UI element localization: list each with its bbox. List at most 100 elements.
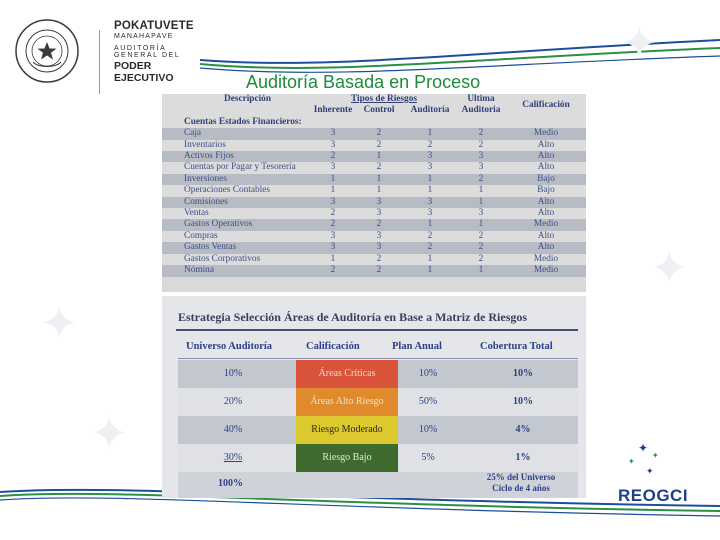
row-description: Activos Fijos: [162, 151, 312, 163]
row-rating: Medio: [506, 219, 586, 231]
row-last-audit: 1: [456, 185, 506, 197]
row-control: 1: [354, 151, 404, 163]
table-row: Inversiones 1 1 1 2 Bajo: [162, 173, 586, 186]
row-plan: 5%: [421, 452, 435, 463]
col-control-header: Control: [354, 105, 404, 117]
row-control: 2: [354, 219, 404, 231]
col-rating-header: Calificación: [506, 94, 586, 117]
row-inherent: 3: [312, 196, 354, 209]
col-description-header: Descripción: [162, 94, 312, 106]
table-row: Gastos Operativos 2 2 1 1 Medio: [162, 219, 586, 231]
row-control: 1: [354, 185, 404, 197]
footer-universe: 100%: [218, 478, 243, 489]
row-description: Gastos Corporativos: [162, 253, 312, 266]
row-last-audit: 1: [456, 265, 506, 277]
row-control: 1: [354, 173, 404, 186]
col-rating-header: Calificación: [306, 341, 360, 352]
row-description: Compras: [162, 230, 312, 243]
row-audit: 3: [404, 208, 456, 220]
col-last-audit-header-line2: Auditoria: [456, 105, 506, 117]
slide-title: Auditoría Basada en Proceso: [246, 72, 481, 92]
strategy-row: 40% Riesgo Moderado 10% 4%: [178, 416, 578, 444]
row-coverage: 4%: [515, 424, 531, 435]
row-audit: 3: [404, 162, 456, 174]
row-audit: 1: [404, 253, 456, 266]
row-rating: Alto: [506, 208, 586, 220]
row-audit: 1: [404, 173, 456, 186]
organization-name: POKATUVETE MANAHAPAVE AUDITORÍA GENERAL …: [114, 20, 208, 84]
row-control: 3: [354, 242, 404, 254]
row-inherent: 1: [312, 185, 354, 197]
row-last-audit: 2: [456, 139, 506, 152]
row-audit: 1: [404, 265, 456, 277]
row-rating: Medio: [506, 128, 586, 140]
row-inherent: 1: [312, 173, 354, 186]
row-plan: 10%: [418, 368, 438, 379]
star-decoration-icon: ✦: [90, 407, 129, 459]
star-decoration-icon: ✦: [40, 297, 79, 349]
row-universe: 30%: [223, 452, 243, 463]
table-row: Ventas 2 3 3 3 Alto: [162, 208, 586, 220]
col-plan-header: Plan Anual: [392, 341, 442, 352]
row-rating: Alto: [506, 151, 586, 163]
org-line-3: AUDITORÍA GENERAL DEL: [114, 45, 181, 59]
row-audit: 3: [404, 151, 456, 163]
row-inherent: 2: [312, 265, 354, 277]
row-description: Gastos Ventas: [162, 242, 312, 254]
footer-coverage-line1: 25% del Universo: [486, 472, 556, 482]
row-inherent: 3: [312, 230, 354, 243]
row-control: 2: [354, 128, 404, 140]
row-last-audit: 2: [456, 128, 506, 140]
risk-matrix-image: Descripción Tipos de Riesgos Ultima Cali…: [162, 94, 586, 292]
row-audit: 2: [404, 242, 456, 254]
row-description: Inventarios: [162, 139, 312, 152]
strategy-row: 30% Riesgo Bajo 5% 1%: [178, 444, 578, 472]
strategy-row: 20% Áreas Alto Riesgo 50% 10%: [178, 388, 578, 416]
row-rating: Bajo: [506, 173, 586, 186]
header-rule: [178, 358, 578, 359]
row-inherent: 1: [312, 253, 354, 266]
row-last-audit: 2: [456, 242, 506, 254]
header-logo: POKATUVETE MANAHAPAVE AUDITORÍA GENERAL …: [8, 14, 208, 94]
org-line-1: POKATUVETE: [114, 20, 194, 32]
row-rating-cell: Riesgo Bajo: [296, 444, 398, 472]
table-row: Gastos Corporativos 1 2 1 2 Medio: [162, 253, 586, 266]
svg-text:✦: ✦: [646, 467, 654, 477]
table-row: Caja 3 2 1 2 Medio: [162, 128, 586, 140]
section-label: Cuentas Estados Financieros:: [162, 116, 586, 129]
row-control: 2: [354, 139, 404, 152]
row-inherent: 3: [312, 139, 354, 152]
row-audit: 2: [404, 230, 456, 243]
row-inherent: 2: [312, 219, 354, 231]
row-rating: Alto: [506, 139, 586, 152]
row-last-audit: 2: [456, 253, 506, 266]
row-description: Gastos Operativos: [162, 219, 312, 231]
audit-strategy-image: Estrategia Selección Áreas de Auditoría …: [162, 296, 586, 498]
svg-text:✦: ✦: [638, 441, 648, 455]
col-coverage-header: Cobertura Total: [480, 341, 553, 352]
row-inherent: 3: [312, 128, 354, 140]
row-audit: 1: [404, 219, 456, 231]
row-last-audit: 3: [456, 151, 506, 163]
row-inherent: 3: [312, 242, 354, 254]
table-row: Gastos Ventas 3 3 2 2 Alto: [162, 242, 586, 254]
row-inherent: 2: [312, 151, 354, 163]
star-decoration-icon: ✦: [620, 17, 659, 69]
org-line-2: MANAHAPAVE: [114, 33, 174, 40]
row-rating-cell: Riesgo Moderado: [296, 416, 398, 444]
row-description: Cuentas por Pagar y Tesorería: [162, 162, 312, 174]
row-audit: 1: [404, 128, 456, 140]
strategy-title: Estrategia Selección Áreas de Auditoría …: [178, 310, 528, 324]
row-last-audit: 1: [456, 196, 506, 209]
col-audit-header: Auditoría: [404, 105, 456, 117]
table-row: Nómina 2 2 1 1 Medio: [162, 265, 586, 277]
row-rating: Alto: [506, 242, 586, 254]
national-seal-icon: [15, 19, 79, 83]
row-universe: 20%: [223, 396, 243, 407]
strategy-row: 10% Áreas Críticas 10% 10%: [178, 360, 578, 388]
row-audit: 2: [404, 139, 456, 152]
row-audit: 1: [404, 185, 456, 197]
row-coverage: 10%: [513, 368, 533, 379]
risk-matrix-table: Descripción Tipos de Riesgos Ultima Cali…: [162, 94, 586, 277]
row-rating: Medio: [506, 253, 586, 266]
